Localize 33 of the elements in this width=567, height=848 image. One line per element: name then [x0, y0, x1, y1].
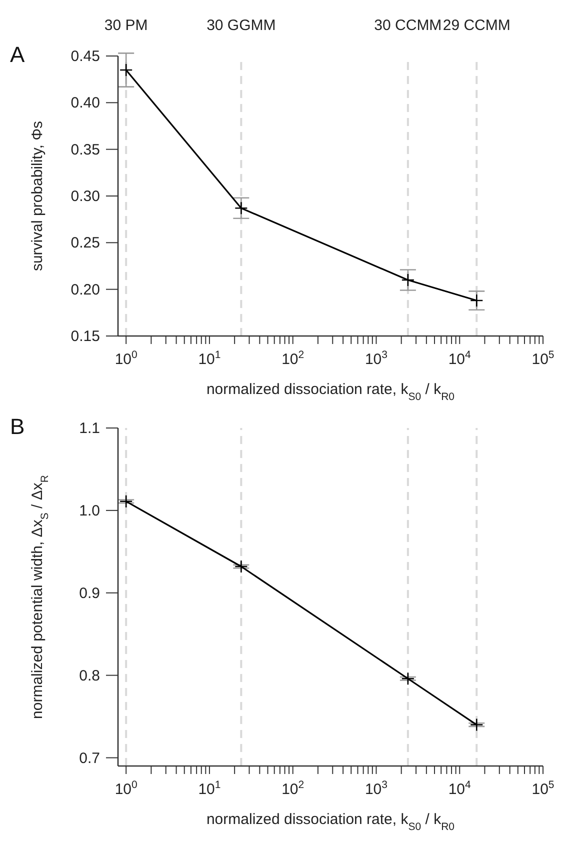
y-tick-label: 0.45 — [70, 48, 100, 65]
x-axis-title: normalized dissociation rate, k$_{S0}$ / k$_{R0}$ — [206, 811, 455, 833]
ref-line-label: 29 CCMM — [442, 17, 510, 34]
text: B — [10, 414, 25, 440]
ref-line-label: 30 GGMM — [206, 17, 276, 34]
x-tick-label: 10$^{2}$ — [282, 349, 304, 368]
y-tick-label: 0.20 — [70, 281, 100, 298]
y-tick-label: 0.7 — [79, 750, 100, 767]
y-axis-title: survival probability, Φs — [29, 120, 46, 272]
x-axis-title: normalized dissociation rate, k$_{S0}$ / k$_{R0}$ — [206, 381, 455, 403]
text: A — [10, 42, 25, 68]
x-tick-label: 10$^{5}$ — [532, 779, 554, 798]
y-tick-label: 0.40 — [70, 94, 100, 112]
x-tick-label: 10$^{4}$ — [448, 779, 472, 798]
x-tick-label: 10$^{0}$ — [114, 349, 138, 368]
x-tick-label: 10$^{2}$ — [282, 779, 304, 798]
x-tick-label: 10$^{4}$ — [448, 349, 472, 368]
ref-line-label: 30 CCMM — [374, 17, 442, 34]
x-tick-label: 10$^{3}$ — [364, 349, 388, 368]
y-tick-label: 0.25 — [70, 234, 100, 252]
x-tick-label: 10$^{1}$ — [198, 779, 221, 798]
y-tick-label: 0.8 — [79, 667, 100, 684]
x-tick-label: 10$^{0}$ — [114, 779, 138, 798]
ref-line-label: 30 PM — [104, 17, 148, 34]
x-tick-label: 10$^{1}$ — [198, 349, 221, 368]
y-tick-label: 0.15 — [70, 328, 100, 345]
y-tick-label: 0.30 — [70, 188, 100, 205]
y-tick-label: 1.0 — [79, 502, 100, 520]
y-tick-label: 0.9 — [79, 584, 100, 602]
y-tick-label: 0.35 — [70, 141, 100, 158]
y-tick-label: 1.1 — [79, 420, 100, 437]
x-tick-label: 10$^{5}$ — [532, 349, 554, 368]
x-tick-label: 10$^{3}$ — [364, 779, 388, 798]
